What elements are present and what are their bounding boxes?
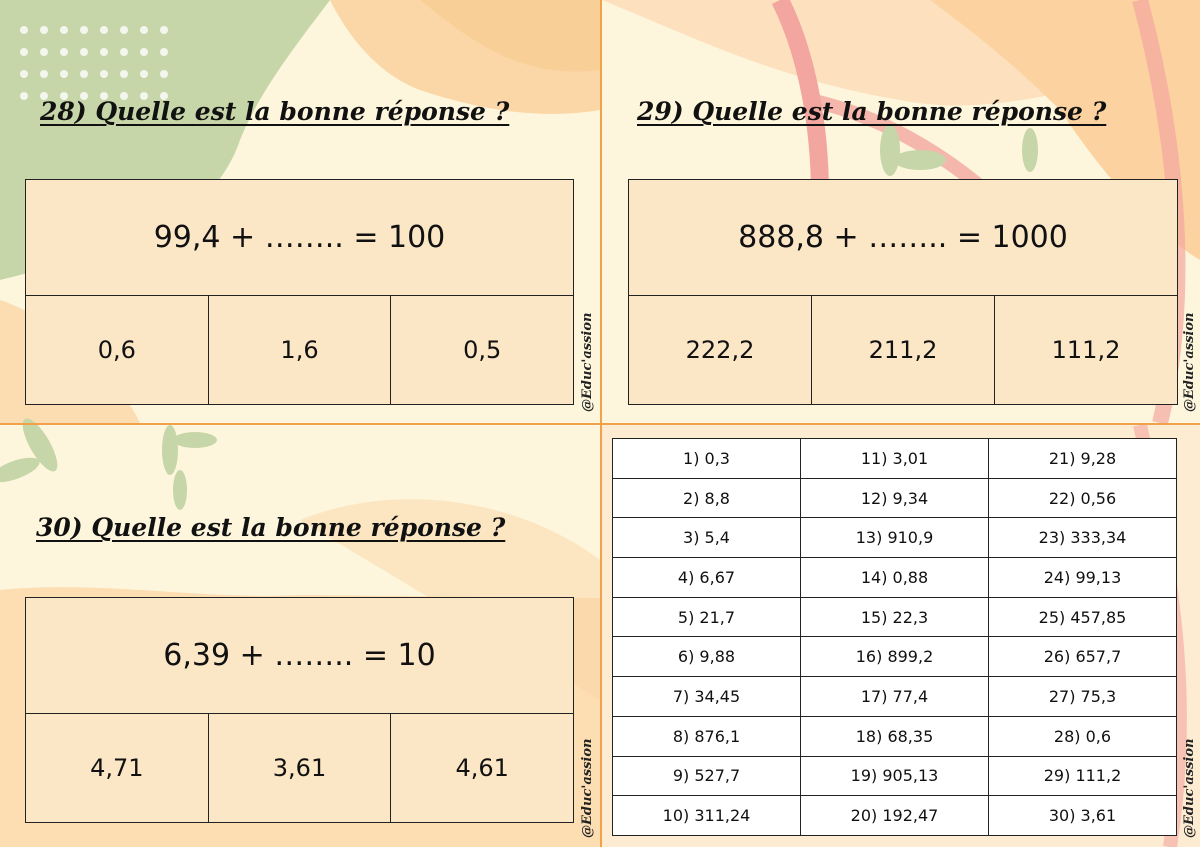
answer-key-cell: 24) 99,13 xyxy=(988,557,1177,598)
answer-key-cell: 15) 22,3 xyxy=(800,596,989,638)
answer-options: 222,2 211,2 111,2 xyxy=(629,296,1177,404)
question-box: 6,39 + …….. = 10 4,71 3,61 4,61 xyxy=(25,597,574,823)
question-box: 99,4 + …….. = 100 0,6 1,6 0,5 xyxy=(25,179,574,405)
answer-key-cell: 11) 3,01 xyxy=(800,438,989,479)
table-row: 1) 0,3 11) 3,01 21) 9,28 xyxy=(612,438,1177,479)
answer-key-cell: 7) 34,45 xyxy=(612,676,801,717)
answer-key-cell: 28) 0,6 xyxy=(988,715,1177,757)
answer-key-cell: 12) 9,34 xyxy=(800,477,989,519)
answer-option[interactable]: 1,6 xyxy=(209,296,392,404)
question-title: 29) Quelle est la bonne réponse ? xyxy=(637,97,1107,126)
answer-key-cell: 10) 311,24 xyxy=(612,795,801,836)
answer-key-cell: 25) 457,85 xyxy=(988,596,1177,638)
answer-key-cell: 3) 5,4 xyxy=(612,517,801,559)
credit-label: @Educ'assion xyxy=(580,738,595,838)
table-row: 8) 876,1 18) 68,35 28) 0,6 xyxy=(612,715,1177,757)
horizontal-divider xyxy=(0,423,1200,425)
answer-key-cell: 14) 0,88 xyxy=(800,557,989,598)
question-box: 888,8 + …….. = 1000 222,2 211,2 111,2 xyxy=(628,179,1178,405)
question-title: 28) Quelle est la bonne réponse ? xyxy=(40,97,510,126)
table-row: 2) 8,8 12) 9,34 22) 0,56 xyxy=(612,477,1177,519)
answer-key-cell: 17) 77,4 xyxy=(800,676,989,717)
answer-key-cell: 22) 0,56 xyxy=(988,477,1177,519)
credit-label: @Educ'assion xyxy=(580,312,595,412)
answer-key-table: 1) 0,3 11) 3,01 21) 9,28 2) 8,8 12) 9,34 22) … xyxy=(612,438,1177,836)
credit-label: @Educ'assion xyxy=(1182,312,1197,412)
answer-option[interactable]: 0,6 xyxy=(26,296,209,404)
table-row: 7) 34,45 17) 77,4 27) 75,3 xyxy=(612,676,1177,717)
answer-key-cell: 5) 21,7 xyxy=(612,596,801,638)
credit-label: @Educ'assion xyxy=(1182,738,1197,838)
answer-option[interactable]: 0,5 xyxy=(463,336,502,364)
table-row: 3) 5,4 13) 910,9 23) 333,34 xyxy=(612,517,1177,559)
equation: 888,8 + …….. = 1000 xyxy=(629,180,1177,296)
question-title: 30) Quelle est la bonne réponse ? xyxy=(36,513,506,542)
answer-option[interactable]: 222,2 xyxy=(629,296,812,404)
answer-option[interactable]: 4,71 xyxy=(26,714,209,822)
answer-key-cell: 13) 910,9 xyxy=(800,517,989,559)
equation: 99,4 + …….. = 100 xyxy=(26,180,573,296)
answer-options: 0,6 1,6 0,5 xyxy=(26,296,573,404)
table-row: 10) 311,24 20) 192,47 30) 3,61 xyxy=(612,795,1177,836)
answer-key-cell: 26) 657,7 xyxy=(988,636,1177,678)
answer-key-cell: 29) 111,2 xyxy=(988,755,1177,797)
answer-key-cell: 20) 192,47 xyxy=(800,795,989,836)
answer-key-cell: 23) 333,34 xyxy=(988,517,1177,559)
answer-key-cell: 2) 8,8 xyxy=(612,477,801,519)
answer-key-cell: 6) 9,88 xyxy=(612,636,801,678)
answer-key-cell: 9) 527,7 xyxy=(612,755,801,797)
answer-option[interactable]: 111,2 xyxy=(1051,336,1121,364)
equation: 6,39 + …….. = 10 xyxy=(26,598,573,714)
answer-key-cell: 30) 3,61 xyxy=(988,795,1177,836)
answer-key-cell: 21) 9,28 xyxy=(988,438,1177,479)
answer-key-cell: 1) 0,3 xyxy=(612,438,801,479)
table-row: 4) 6,67 14) 0,88 24) 99,13 xyxy=(612,557,1177,598)
answer-options: 4,71 3,61 4,61 xyxy=(26,714,573,822)
table-row: 9) 527,7 19) 905,13 29) 111,2 xyxy=(612,755,1177,797)
answer-key-cell: 4) 6,67 xyxy=(612,557,801,598)
answer-option[interactable]: 4,61 xyxy=(455,754,509,782)
table-row: 5) 21,7 15) 22,3 25) 457,85 xyxy=(612,596,1177,638)
table-row: 6) 9,88 16) 899,2 26) 657,7 xyxy=(612,636,1177,678)
answer-key-cell: 27) 75,3 xyxy=(988,676,1177,717)
answer-option[interactable]: 211,2 xyxy=(812,296,995,404)
answer-option[interactable]: 3,61 xyxy=(209,714,392,822)
answer-key-cell: 18) 68,35 xyxy=(800,715,989,757)
answer-key-cell: 8) 876,1 xyxy=(612,715,801,757)
answer-key-cell: 16) 899,2 xyxy=(800,636,989,678)
answer-key-cell: 19) 905,13 xyxy=(800,755,989,797)
